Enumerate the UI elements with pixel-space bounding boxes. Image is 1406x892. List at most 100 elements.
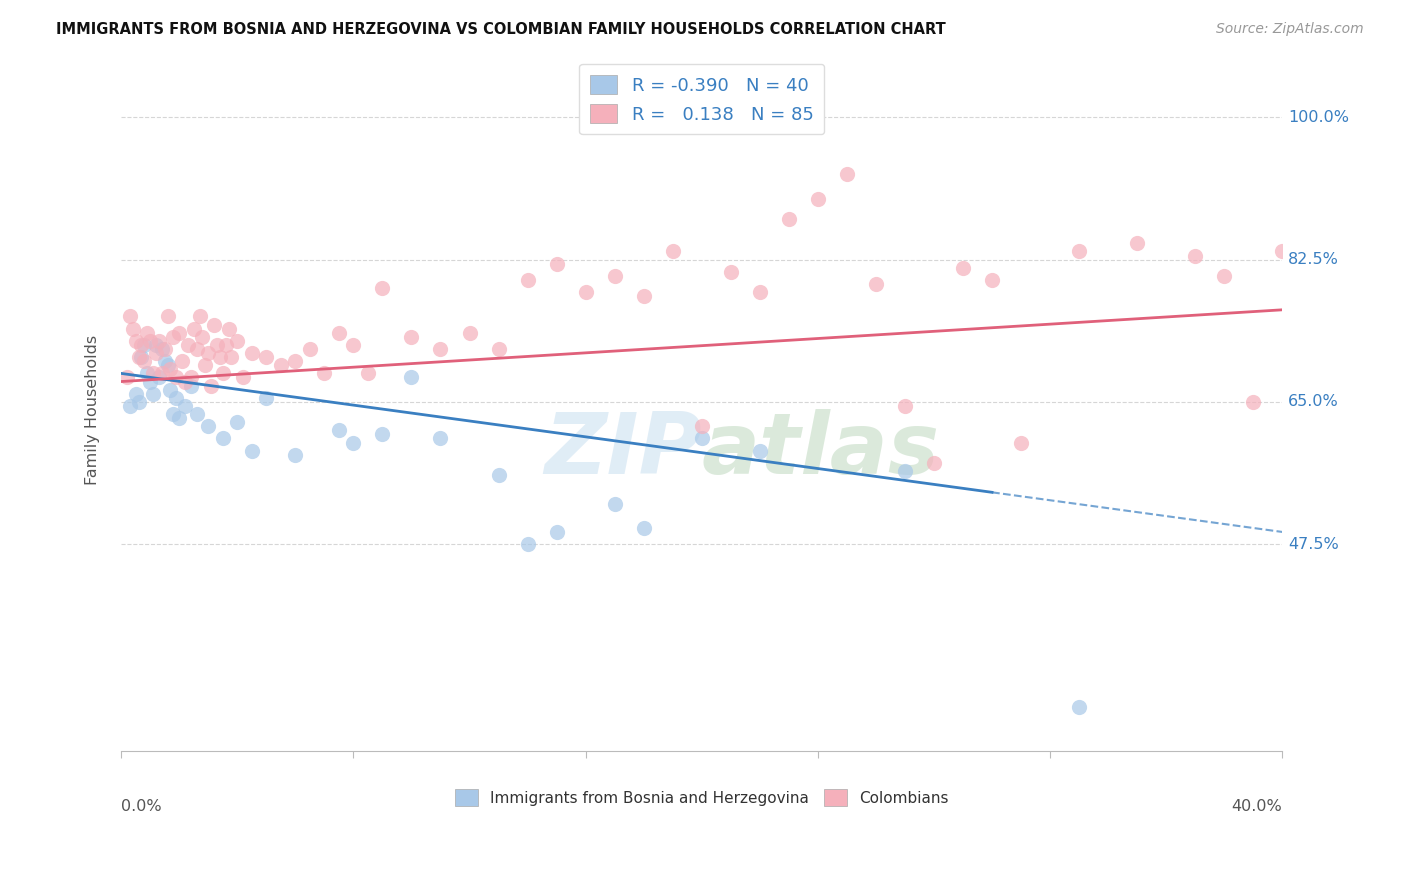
Point [226,334,249,348]
Point [254,391,277,405]
Point [165,391,187,405]
Point [208,350,231,364]
Text: atlas: atlas [702,409,939,492]
Point [174,375,197,389]
Point [401,370,423,384]
Point [1213,268,1236,283]
Point [226,415,249,429]
Point [186,407,208,421]
Point [894,464,917,478]
Point [148,370,170,384]
Point [922,456,945,470]
Point [240,443,263,458]
Point [131,350,153,364]
Point [516,537,538,551]
Point [1301,236,1323,251]
Text: 82.5%: 82.5% [1288,252,1339,267]
Point [865,277,887,291]
Point [1241,395,1264,409]
Point [211,432,233,446]
Point [128,350,150,364]
Point [205,338,228,352]
Point [516,273,538,287]
Point [194,359,217,373]
Point [342,338,364,352]
Text: 40.0%: 40.0% [1232,799,1282,814]
Point [575,285,598,299]
Point [145,346,167,360]
Point [401,330,423,344]
Point [118,399,141,413]
Point [139,334,162,348]
Point [165,370,187,384]
Point [150,342,173,356]
Point [136,367,159,381]
Point [174,399,197,413]
Point [183,321,205,335]
Point [603,268,626,283]
Point [690,419,713,434]
Point [156,310,179,324]
Point [180,370,202,384]
Point [1126,236,1149,251]
Point [214,338,236,352]
Point [156,359,179,373]
Point [357,367,380,381]
Point [153,342,176,356]
Point [186,342,208,356]
Point [177,338,200,352]
Point [661,244,683,259]
Point [1271,244,1294,259]
Point [134,338,156,352]
Point [546,524,568,539]
Point [191,330,214,344]
Text: ZIP: ZIP [544,409,702,492]
Point [488,468,510,483]
Point [270,359,292,373]
Point [748,285,770,299]
Text: IMMIGRANTS FROM BOSNIA AND HERZEGOVINA VS COLOMBIAN FAMILY HOUSEHOLDS CORRELATIO: IMMIGRANTS FROM BOSNIA AND HERZEGOVINA V… [56,22,946,37]
Point [142,367,165,381]
Point [298,342,321,356]
Y-axis label: Family Households: Family Households [86,334,100,485]
Point [145,338,167,352]
Point [254,350,277,364]
Point [232,370,254,384]
Point [167,411,190,425]
Point [720,265,742,279]
Point [139,375,162,389]
Point [240,346,263,360]
Text: Source: ZipAtlas.com: Source: ZipAtlas.com [1216,22,1364,37]
Point [1184,248,1206,262]
Point [115,370,138,384]
Text: 47.5%: 47.5% [1288,537,1339,551]
Point [458,326,481,340]
Point [1069,699,1091,714]
Point [188,310,211,324]
Text: 100.0%: 100.0% [1288,110,1350,125]
Point [314,367,336,381]
Point [690,432,713,446]
Text: 65.0%: 65.0% [1288,394,1339,409]
Point [221,350,243,364]
Point [124,386,146,401]
Point [131,338,153,352]
Legend: Immigrants from Bosnia and Herzegovina, Colombians: Immigrants from Bosnia and Herzegovina, … [449,783,955,812]
Point [952,260,974,275]
Point [633,521,655,535]
Point [633,289,655,303]
Text: 0.0%: 0.0% [121,799,162,814]
Point [328,326,350,340]
Point [211,367,233,381]
Point [429,342,451,356]
Point [197,419,219,434]
Point [807,192,830,206]
Point [153,354,176,368]
Point [218,321,240,335]
Point [124,334,146,348]
Point [371,427,394,442]
Point [167,326,190,340]
Point [128,395,150,409]
Point [172,354,194,368]
Point [546,257,568,271]
